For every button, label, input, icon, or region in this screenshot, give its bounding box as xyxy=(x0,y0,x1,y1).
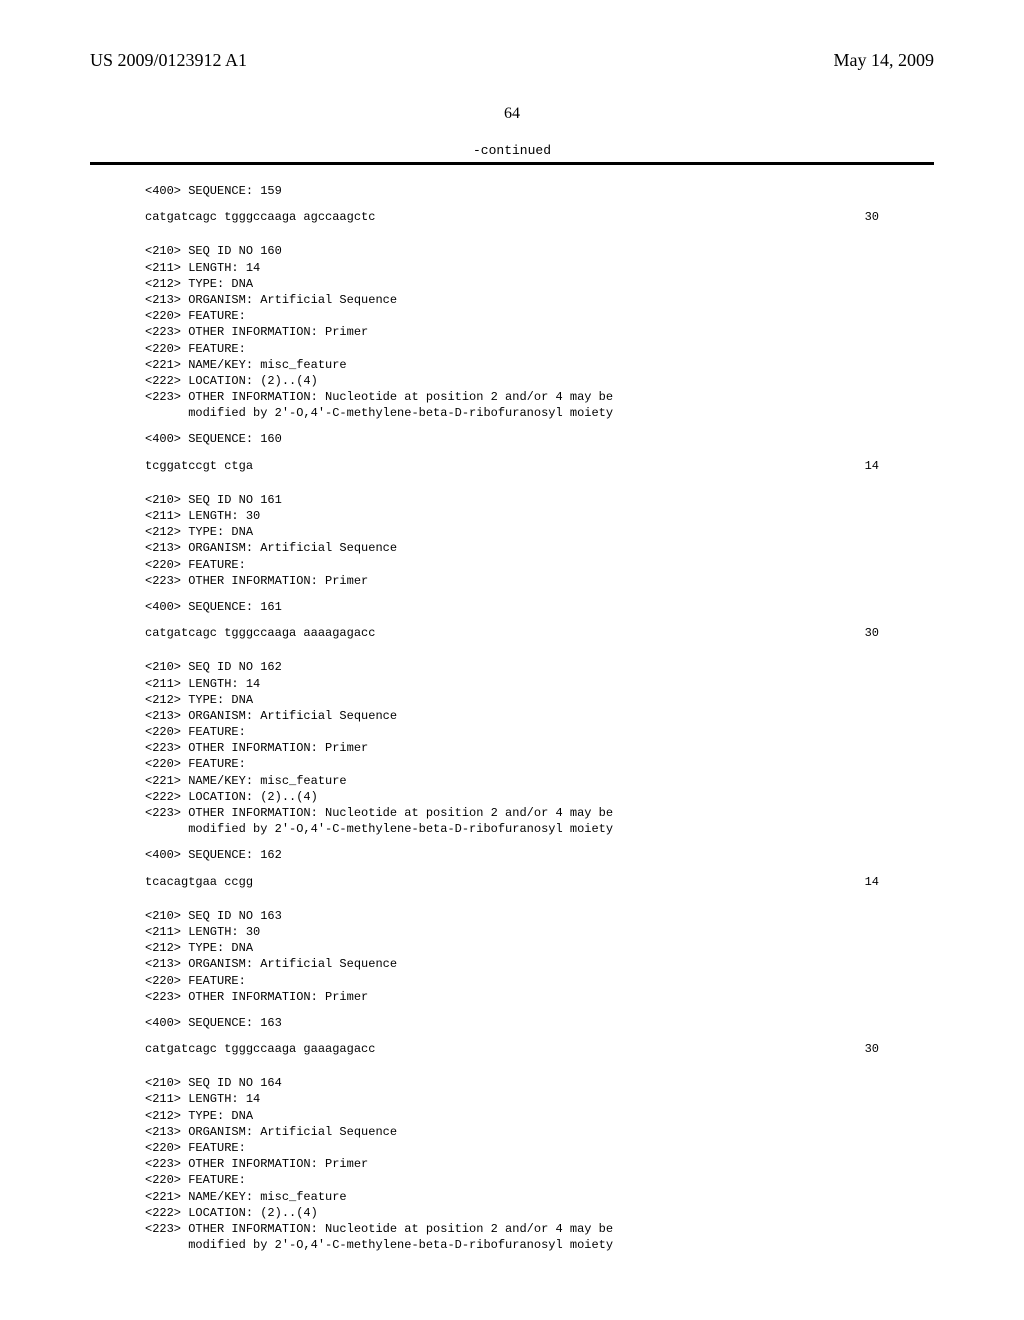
seq-line: <220> FEATURE: xyxy=(145,341,879,357)
gap xyxy=(145,421,879,431)
seq-line: <211> LENGTH: 30 xyxy=(145,508,879,524)
seq-line: <221> NAME/KEY: misc_feature xyxy=(145,357,879,373)
seq-line: <222> LOCATION: (2)..(4) xyxy=(145,373,879,389)
seq-line: <212> TYPE: DNA xyxy=(145,692,879,708)
seq-line: <223> OTHER INFORMATION: Nucleotide at p… xyxy=(145,389,879,405)
seq-line: <210> SEQ ID NO 161 xyxy=(145,492,879,508)
seq-length: 14 xyxy=(865,458,879,474)
gap xyxy=(145,837,879,847)
seq-sequence: catgatcagc tgggccaaga agccaagctc xyxy=(145,209,375,225)
seq-row: catgatcagc tgggccaaga aaaagagacc 30 xyxy=(145,625,879,641)
seq-length: 30 xyxy=(865,209,879,225)
seq-row: tcggatccgt ctga 14 xyxy=(145,458,879,474)
seq-sequence: catgatcagc tgggccaaga aaaagagacc xyxy=(145,625,375,641)
seq-line: <212> TYPE: DNA xyxy=(145,1108,879,1124)
seq-line: <213> ORGANISM: Artificial Sequence xyxy=(145,1124,879,1140)
continued-label: -continued xyxy=(90,143,934,158)
seq-line: <400> SEQUENCE: 160 xyxy=(145,431,879,447)
seq-line: <211> LENGTH: 30 xyxy=(145,924,879,940)
seq-line: <400> SEQUENCE: 163 xyxy=(145,1015,879,1031)
gap xyxy=(145,1005,879,1015)
seq-line: <222> LOCATION: (2)..(4) xyxy=(145,789,879,805)
sequence-listing: <400> SEQUENCE: 159 catgatcagc tgggccaaga… xyxy=(145,183,879,1253)
seq-line: <213> ORGANISM: Artificial Sequence xyxy=(145,956,879,972)
seq-line: <213> ORGANISM: Artificial Sequence xyxy=(145,708,879,724)
seq-line: <211> LENGTH: 14 xyxy=(145,260,879,276)
seq-line: modified by 2'-O,4'-C-methylene-beta-D-r… xyxy=(145,821,879,837)
seq-length: 30 xyxy=(865,625,879,641)
seq-line: <212> TYPE: DNA xyxy=(145,276,879,292)
seq-length: 30 xyxy=(865,1041,879,1057)
seq-sequence: catgatcagc tgggccaaga gaaagagacc xyxy=(145,1041,375,1057)
gap xyxy=(145,589,879,599)
seq-sequence: tcacagtgaa ccgg xyxy=(145,874,253,890)
block-gap xyxy=(145,474,879,492)
seq-line: <220> FEATURE: xyxy=(145,724,879,740)
block-gap xyxy=(145,641,879,659)
seq-line: <213> ORGANISM: Artificial Sequence xyxy=(145,292,879,308)
seq-line: <210> SEQ ID NO 160 xyxy=(145,243,879,259)
seq-line: <220> FEATURE: xyxy=(145,973,879,989)
seq-line: <213> ORGANISM: Artificial Sequence xyxy=(145,540,879,556)
page-number: 64 xyxy=(90,105,934,123)
seq-line: <400> SEQUENCE: 162 xyxy=(145,847,879,863)
block-gap xyxy=(145,890,879,908)
seq-sequence: tcggatccgt ctga xyxy=(145,458,253,474)
seq-line: <211> LENGTH: 14 xyxy=(145,1091,879,1107)
gap xyxy=(145,615,879,625)
seq-line: <223> OTHER INFORMATION: Primer xyxy=(145,573,879,589)
seq-line: <400> SEQUENCE: 159 xyxy=(145,183,879,199)
seq-line: <223> OTHER INFORMATION: Nucleotide at p… xyxy=(145,1221,879,1237)
gap xyxy=(145,1031,879,1041)
seq-line: <210> SEQ ID NO 164 xyxy=(145,1075,879,1091)
seq-length: 14 xyxy=(865,874,879,890)
seq-line: <210> SEQ ID NO 162 xyxy=(145,659,879,675)
block-gap xyxy=(145,1057,879,1075)
seq-line: <223> OTHER INFORMATION: Nucleotide at p… xyxy=(145,805,879,821)
seq-line: <220> FEATURE: xyxy=(145,1140,879,1156)
seq-line: <220> FEATURE: xyxy=(145,1172,879,1188)
gap xyxy=(145,199,879,209)
seq-line: <212> TYPE: DNA xyxy=(145,940,879,956)
seq-line: <220> FEATURE: xyxy=(145,308,879,324)
header-patent-id: US 2009/0123912 A1 xyxy=(90,50,247,71)
gap xyxy=(145,864,879,874)
page-container: US 2009/0123912 A1 May 14, 2009 64 -cont… xyxy=(0,0,1024,1320)
seq-line: <212> TYPE: DNA xyxy=(145,524,879,540)
block-gap xyxy=(145,225,879,243)
seq-line: <221> NAME/KEY: misc_feature xyxy=(145,773,879,789)
seq-line: <222> LOCATION: (2)..(4) xyxy=(145,1205,879,1221)
top-rule-thin xyxy=(90,164,934,165)
seq-row: catgatcagc tgggccaaga agccaagctc 30 xyxy=(145,209,879,225)
seq-line: <211> LENGTH: 14 xyxy=(145,676,879,692)
seq-line: <223> OTHER INFORMATION: Primer xyxy=(145,1156,879,1172)
seq-line: <400> SEQUENCE: 161 xyxy=(145,599,879,615)
seq-line: <223> OTHER INFORMATION: Primer xyxy=(145,989,879,1005)
seq-row: tcacagtgaa ccgg 14 xyxy=(145,874,879,890)
seq-line: <220> FEATURE: xyxy=(145,756,879,772)
seq-line: <220> FEATURE: xyxy=(145,557,879,573)
gap xyxy=(145,448,879,458)
seq-line: modified by 2'-O,4'-C-methylene-beta-D-r… xyxy=(145,1237,879,1253)
header-date: May 14, 2009 xyxy=(834,50,935,71)
seq-line: <221> NAME/KEY: misc_feature xyxy=(145,1189,879,1205)
seq-line: <223> OTHER INFORMATION: Primer xyxy=(145,740,879,756)
seq-line: <223> OTHER INFORMATION: Primer xyxy=(145,324,879,340)
seq-row: catgatcagc tgggccaaga gaaagagacc 30 xyxy=(145,1041,879,1057)
seq-line: modified by 2'-O,4'-C-methylene-beta-D-r… xyxy=(145,405,879,421)
seq-line: <210> SEQ ID NO 163 xyxy=(145,908,879,924)
